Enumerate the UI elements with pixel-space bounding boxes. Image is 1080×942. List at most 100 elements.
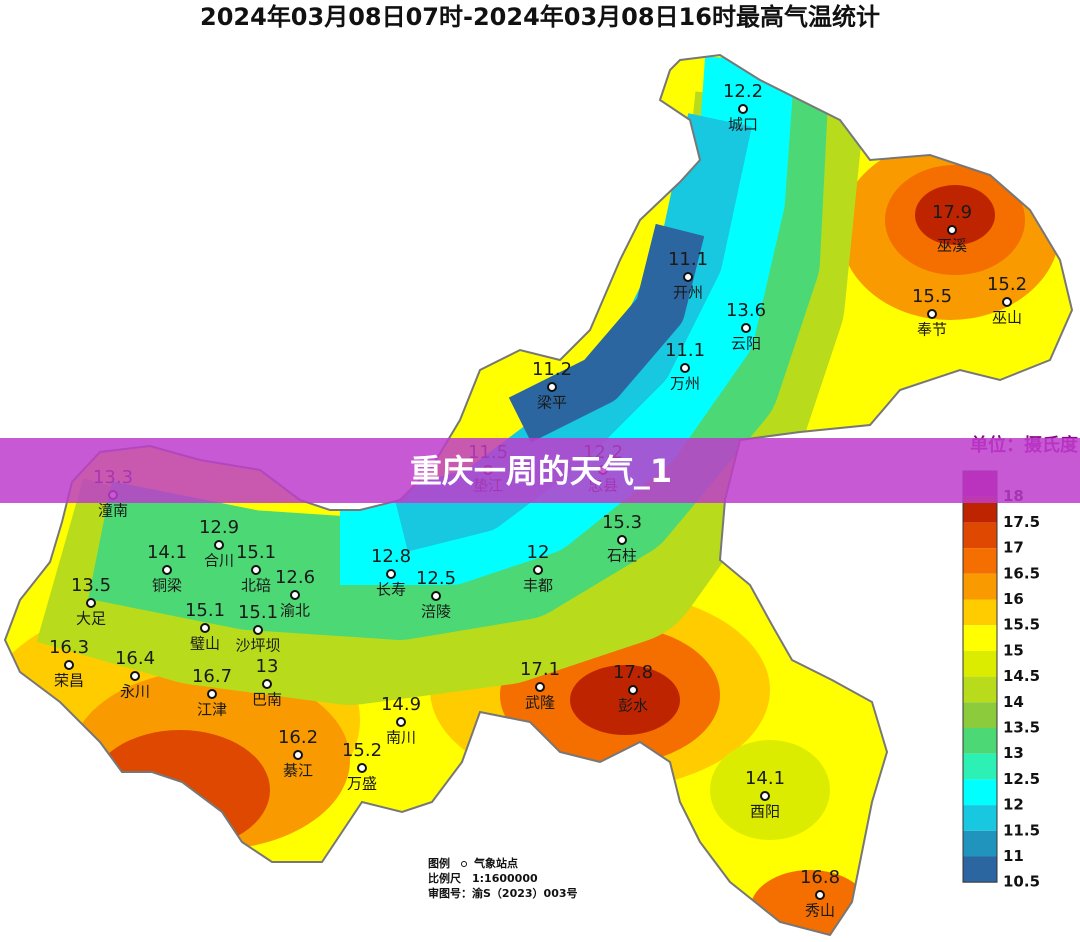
- banner-text: 重庆一周的天气_1: [410, 452, 672, 490]
- station-name: 巫溪: [937, 237, 967, 255]
- station-temp: 15.2: [342, 740, 382, 761]
- station-name: 江津: [197, 701, 227, 719]
- station-marker: [251, 565, 261, 575]
- station-temp: 11.1: [668, 249, 708, 270]
- legend-swatch: [963, 805, 997, 831]
- station-marker: [680, 363, 690, 373]
- station-name: 丰都: [523, 577, 553, 595]
- legend-label: 11.5: [1003, 821, 1040, 839]
- legend-label: 11: [1003, 847, 1024, 865]
- footer-text: 1:1600000: [472, 872, 538, 885]
- station-name: 开州: [673, 284, 703, 302]
- station-temp: 16.7: [192, 666, 232, 687]
- station-marker: [200, 623, 210, 633]
- station-marker: [386, 569, 396, 579]
- station-name: 合川: [204, 552, 234, 570]
- station-temp: 16.2: [278, 727, 318, 748]
- station-name: 秀山: [805, 902, 835, 920]
- station-name: 渝北: [280, 602, 310, 620]
- station-name: 彭水: [618, 697, 648, 715]
- legend-swatch: [963, 702, 997, 728]
- station-name: 巫山: [992, 309, 1022, 327]
- footer-text: 气象站点: [473, 856, 518, 870]
- station-name: 巴南: [252, 691, 282, 709]
- station-name: 梁平: [537, 394, 567, 412]
- station-name: 南川: [386, 729, 416, 747]
- legend-label: 13: [1003, 744, 1024, 762]
- station-name: 铜梁: [152, 577, 182, 595]
- legend-swatch: [963, 676, 997, 703]
- station-marker: [290, 590, 300, 600]
- station-temp: 14.1: [147, 542, 187, 563]
- map-title: 2024年03月08日07时-2024年03月08日16时最高气温统计: [200, 3, 880, 31]
- station-temp: 15.3: [602, 512, 642, 533]
- station-temp: 15.2: [987, 274, 1027, 295]
- station-name: 城口: [728, 116, 758, 134]
- banner: [0, 438, 1080, 503]
- station-temp: 12.8: [371, 546, 411, 567]
- station-marker: [130, 671, 140, 681]
- station-marker: [396, 717, 406, 727]
- station-name: 云阳: [731, 335, 761, 353]
- station-name: 荣昌: [54, 672, 84, 690]
- station-marker: [617, 535, 627, 545]
- station-marker: [162, 565, 172, 575]
- legend-label: 16.5: [1003, 564, 1040, 582]
- legend-label: 13.5: [1003, 719, 1040, 737]
- station-temp: 15.1: [185, 600, 225, 621]
- station-marker: [207, 689, 217, 699]
- station-marker: [738, 104, 748, 114]
- legend-label: 15: [1003, 641, 1024, 659]
- legend-swatch: [963, 625, 997, 651]
- station-marker: [760, 791, 770, 801]
- legend-swatch: [963, 599, 997, 626]
- station-marker: [86, 598, 96, 608]
- station-temp: 16.8: [800, 867, 840, 888]
- station-temp: 11.1: [665, 340, 705, 361]
- legend-swatch: [963, 573, 997, 600]
- station-temp: 12.5: [416, 568, 456, 589]
- station-marker: [262, 679, 272, 689]
- station-temp: 16.3: [49, 637, 89, 658]
- station-marker: [64, 660, 74, 670]
- footer-symbol: [461, 861, 467, 867]
- station-name: 大足: [76, 610, 106, 628]
- station-temp: 12: [527, 542, 550, 563]
- station-marker: [683, 272, 693, 282]
- station-name: 潼南: [98, 502, 128, 520]
- legend-swatch: [963, 728, 997, 754]
- footer-text: 图例: [428, 856, 450, 870]
- map-footer: 图例 气象站点 比例尺 1:1600000 审图号：渝S（2023）003号: [428, 856, 578, 900]
- station-temp: 15.1: [238, 602, 278, 623]
- legend-label: 12.5: [1003, 770, 1040, 788]
- legend-label: 17: [1003, 539, 1024, 557]
- station-name: 武隆: [525, 694, 555, 712]
- station-name: 万州: [670, 375, 700, 393]
- station-temp: 16.4: [115, 648, 155, 669]
- station-temp: 13: [256, 656, 279, 677]
- station-marker: [815, 890, 825, 900]
- legend-label: 10.5: [1003, 873, 1040, 891]
- station-temp: 17.1: [520, 659, 560, 680]
- station-temp: 12.9: [199, 517, 239, 538]
- station-name: 璧山: [190, 635, 220, 653]
- legend-swatch: [963, 753, 997, 780]
- legend-swatch: [963, 856, 997, 883]
- station-temp: 12.2: [723, 81, 763, 102]
- station-name: 长寿: [376, 581, 406, 599]
- station-name: 沙坪坝: [235, 637, 280, 655]
- station-name: 酉阳: [750, 803, 780, 821]
- legend-label: 12: [1003, 796, 1024, 814]
- legend-swatch: [963, 522, 997, 549]
- legend-label: 17.5: [1003, 513, 1040, 531]
- legend-swatch: [963, 830, 997, 857]
- station-marker: [947, 225, 957, 235]
- legend-swatch: [963, 779, 997, 806]
- legend-label: 14.5: [1003, 667, 1040, 685]
- legend-label: 16: [1003, 590, 1024, 608]
- station-marker: [253, 625, 263, 635]
- station-name: 永川: [120, 683, 150, 701]
- station-temp: 17.9: [932, 202, 972, 223]
- station-marker: [293, 750, 303, 760]
